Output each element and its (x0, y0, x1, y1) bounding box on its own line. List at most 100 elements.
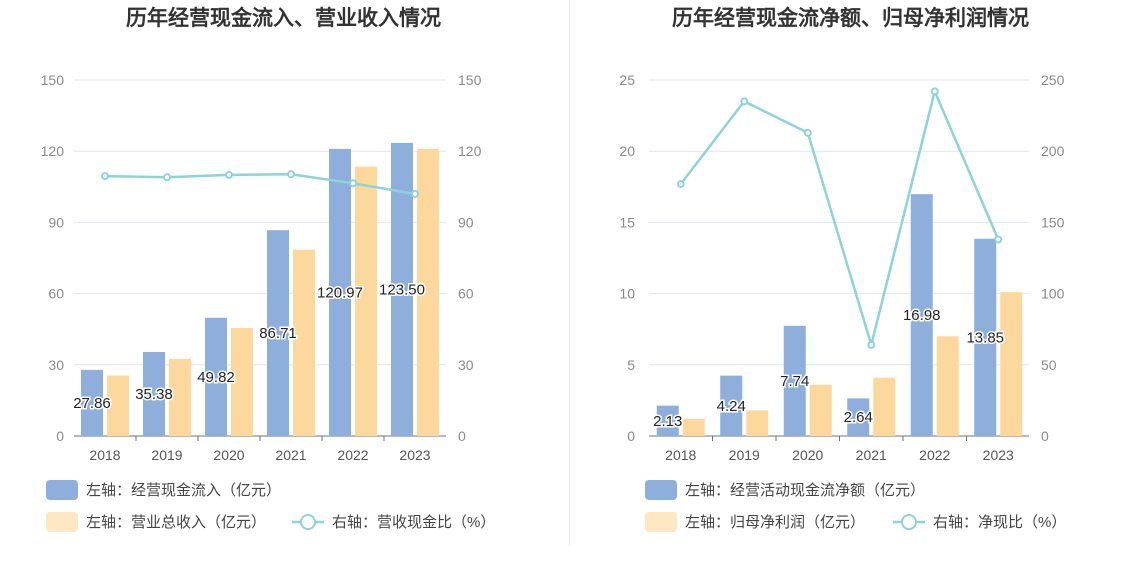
legend-swatch (645, 480, 677, 500)
legend-line-marker (300, 514, 316, 530)
bar-data-label: 16.98 (903, 307, 941, 324)
bar-primary (81, 369, 103, 436)
y-right-tick-label: 0 (1041, 428, 1049, 444)
y-left-tick-label: 60 (48, 286, 64, 302)
chart-panel-right: 历年经营现金流净额、归母净利润情况 0 5 10 15 20 25 0 50 100 150 200… (567, 0, 1134, 582)
x-tick-label: 2019 (729, 447, 760, 463)
bar-secondary (936, 336, 959, 436)
bar-primary (847, 398, 870, 436)
bar-secondary (231, 328, 253, 436)
bar-secondary (355, 166, 377, 437)
bar-data-label: 2.64 (844, 409, 873, 426)
x-tick-label: 2022 (337, 447, 368, 463)
y-right-tick-label: 50 (1041, 357, 1057, 373)
x-tick-label: 2020 (213, 447, 244, 463)
bar-secondary (873, 377, 896, 436)
y-left-tick-label: 10 (619, 286, 635, 302)
bar-secondary (809, 384, 832, 436)
legend-line-marker (901, 514, 917, 530)
legend-label: 右轴：净现比（%） (933, 514, 1066, 531)
chart-title: 历年经营现金流入、营业收入情况 (126, 7, 441, 30)
panel-divider (569, 0, 570, 545)
ratio-point (225, 170, 233, 179)
x-tick-label: 2018 (89, 447, 120, 463)
y-left-tick-label: 0 (627, 428, 635, 444)
y-right-tick-label: 250 (1041, 72, 1065, 88)
bar-secondary (682, 418, 705, 436)
x-tick-label: 2023 (983, 447, 1014, 463)
bar-data-label: 13.85 (966, 329, 1004, 346)
y-right-tick-label: 60 (458, 286, 474, 302)
ratio-point (163, 173, 171, 182)
chart-panel-left: 历年经营现金流入、营业收入情况 0 30 60 90 120 150 0 30 60 90 120 1… (41, 7, 495, 532)
ratio-point (101, 172, 109, 181)
bar-secondary (169, 358, 191, 436)
bar-primary (656, 405, 679, 436)
bar-secondary (1000, 292, 1023, 436)
ratio-point (287, 170, 295, 179)
ratio-point (349, 179, 357, 188)
y-right-tick-label: 200 (1041, 143, 1065, 159)
y-left-tick-label: 30 (48, 357, 64, 373)
ratio-line (104, 172, 416, 196)
y-right-tick-label: 0 (458, 428, 466, 444)
y-left-tick-label: 15 (619, 214, 635, 230)
ratio-point (867, 340, 876, 349)
bar-primary (329, 148, 351, 436)
y-left-tick-label: 90 (48, 214, 64, 230)
ratio-point (740, 97, 749, 106)
bar-primary (391, 142, 413, 437)
x-tick-label: 2018 (665, 447, 696, 463)
bar-data-label: 4.24 (717, 398, 746, 415)
bar-data-label: 27.86 (73, 395, 111, 412)
bar-data-label: 2.13 (653, 413, 682, 430)
chart-svg-left: 0 30 60 90 120 150 0 30 60 90 120 150 2018 2019 2020 20… (41, 72, 495, 532)
bar-data-label: 123.50 (379, 281, 425, 298)
legend-swatch (46, 512, 78, 532)
ratio-point (930, 87, 939, 96)
chart-title: 历年经营现金流净额、归母净利润情况 (672, 7, 1029, 30)
x-tick-label: 2019 (151, 447, 182, 463)
legend-swatch (46, 480, 78, 500)
bar-primary (267, 230, 289, 436)
x-tick-label: 2020 (792, 447, 823, 463)
x-tick-label: 2022 (919, 447, 950, 463)
y-right-tick-label: 100 (1041, 286, 1065, 302)
bar-secondary (417, 148, 439, 436)
y-right-tick-label: 150 (458, 72, 482, 88)
ratio-point (676, 179, 685, 188)
y-left-tick-label: 0 (56, 428, 64, 444)
bar-primary (720, 375, 743, 436)
bar-data-label: 86.71 (259, 325, 297, 342)
ratio-point (994, 235, 1003, 244)
legend-swatch (645, 512, 677, 532)
x-tick-label: 2021 (275, 447, 306, 463)
legend-label: 右轴：营收现金比（%） (332, 514, 495, 531)
y-left-tick-label: 150 (41, 72, 65, 88)
x-tick-label: 2021 (856, 447, 887, 463)
bar-primary (205, 317, 227, 436)
y-left-tick-label: 5 (627, 357, 635, 373)
y-left-tick-label: 20 (619, 143, 635, 159)
bar-primary (910, 194, 933, 436)
y-right-tick-label: 30 (458, 357, 474, 373)
y-right-tick-label: 150 (1041, 214, 1065, 230)
bar-data-label: 49.82 (197, 369, 235, 386)
ratio-line (679, 87, 1000, 350)
bar-data-label: 120.97 (317, 284, 363, 301)
y-left-tick-label: 120 (41, 143, 65, 159)
legend-label: 左轴：经营现金流入（亿元） (86, 482, 281, 499)
ratio-point (411, 189, 419, 198)
bar-secondary (746, 410, 769, 436)
legend-label: 左轴：经营活动现金流净额（亿元） (685, 482, 925, 499)
bar-primary (974, 238, 997, 436)
ratio-point (803, 128, 812, 137)
legend-label: 左轴：营业总收入（亿元） (86, 514, 266, 531)
bar-data-label: 7.74 (780, 373, 809, 390)
bar-secondary (107, 375, 129, 436)
bar-secondary (293, 249, 315, 436)
y-right-tick-label: 120 (458, 143, 482, 159)
bar-data-label: 35.38 (135, 386, 173, 403)
bar-primary (143, 352, 165, 436)
